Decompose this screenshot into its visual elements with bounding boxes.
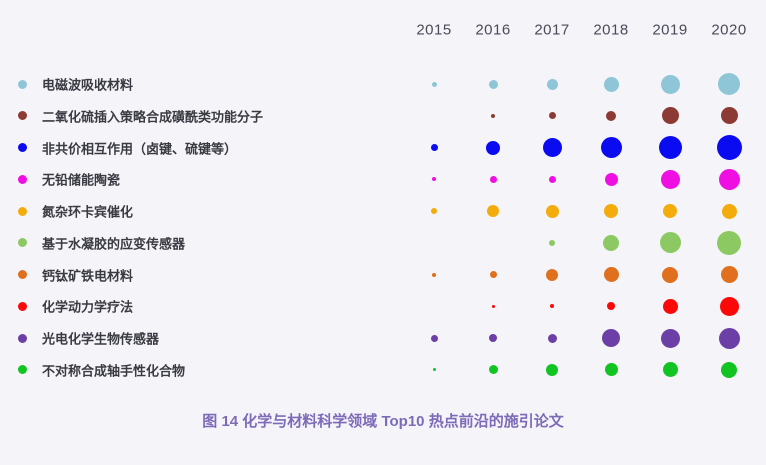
topic-label: 基于水凝胶的应变传感器 [42,236,186,252]
bubble [720,107,738,125]
legend-dot [17,301,27,311]
bubble [662,362,678,378]
bubble [658,136,682,159]
bubble [546,268,558,281]
legend-dot [17,238,27,248]
bubble [491,113,495,118]
topic-label: 无铅储能陶瓷 [42,172,121,188]
bubble [486,140,500,155]
bubble [719,296,739,316]
year-label: 2020 [711,21,747,39]
bubble [432,368,436,372]
topic-label: 电磁波吸收材料 [42,77,134,93]
topic-label: 不对称合成轴手性化合物 [42,363,186,379]
bubble [546,363,558,376]
bubble [432,177,436,182]
bubble [430,334,438,342]
legend-dot [17,111,27,121]
bubble [602,329,620,347]
bubble [432,272,436,277]
topic-label: 光电化学生物传感器 [42,331,160,347]
legend-dot [17,270,27,279]
bubble [489,175,497,183]
bubble [663,204,677,218]
bubble [491,304,495,308]
bubble [661,107,679,125]
bubble [720,266,738,283]
legend-dot [17,143,27,152]
bubble [716,135,742,160]
bubble [717,230,741,255]
legend-dot [17,333,27,343]
bubble [431,81,437,87]
legend-dot [17,206,27,216]
bubble [488,79,498,89]
bubble [604,363,618,377]
bubble [548,112,556,120]
topic-label: 非共价相互作用（卤键、硫键等） [42,141,238,156]
bubble [718,327,740,349]
bubble [662,298,678,314]
bubble [603,234,619,251]
topic-label: 二氧化硫插入策略合成磺酰类功能分子 [42,109,264,125]
bubble [489,271,497,278]
bubble [659,232,681,254]
bubble [660,74,680,94]
bubble [488,365,498,375]
year-label: 2016 [475,21,511,39]
year-label: 2018 [593,21,629,39]
bubble [548,175,556,183]
year-label: 2017 [534,21,570,39]
year-label: 2019 [652,21,688,39]
legend-dot [17,79,27,89]
bubble [546,78,558,90]
bubble [550,304,554,309]
bubble [549,239,555,246]
bubble [604,172,618,186]
bubble [607,302,615,311]
bubble [542,138,562,157]
bubble [721,203,737,219]
bubble [603,76,619,92]
bubble [545,204,559,218]
bubble [718,168,740,190]
topic-label: 钙钛矿铁电材料 [42,268,134,283]
legend-dot [17,174,27,184]
topic-label: 化学动力学疗法 [42,299,134,315]
bubble [662,266,678,283]
bubble [600,137,622,158]
bubble [430,144,438,151]
chart-caption: 图 14 化学与材料科学领域 Top10 热点前沿的施引论文 [202,413,564,430]
bubble [431,208,437,214]
bubble [489,334,497,342]
bubble [660,169,680,189]
bubble [547,333,557,343]
bubble [660,328,680,348]
topic-label: 氮杂环卡宾催化 [42,204,134,220]
bubble [487,205,499,217]
bubble [606,110,616,121]
legend-dot [17,365,27,375]
bubble [604,204,618,218]
bubble [603,267,619,282]
year-label: 2015 [416,21,452,39]
bubble [718,73,740,95]
bubble [721,361,737,378]
